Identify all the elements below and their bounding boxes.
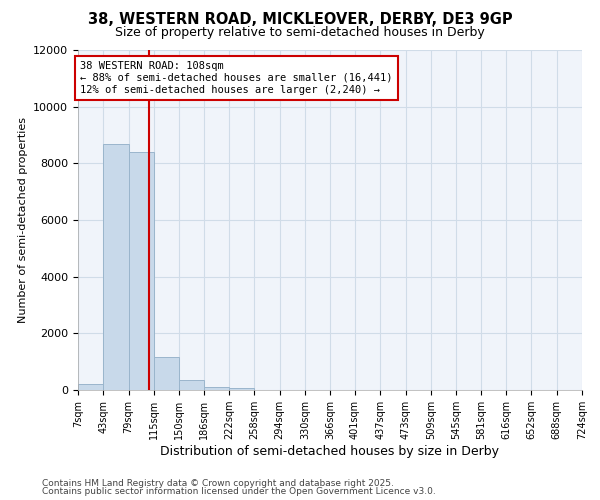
Bar xyxy=(103,144,128,390)
Text: 38 WESTERN ROAD: 108sqm
← 88% of semi-detached houses are smaller (16,441)
12% o: 38 WESTERN ROAD: 108sqm ← 88% of semi-de… xyxy=(80,62,392,94)
Bar xyxy=(179,380,204,390)
Bar xyxy=(229,388,254,390)
Bar xyxy=(128,152,154,390)
Text: Contains public sector information licensed under the Open Government Licence v3: Contains public sector information licen… xyxy=(42,487,436,496)
X-axis label: Distribution of semi-detached houses by size in Derby: Distribution of semi-detached houses by … xyxy=(161,445,499,458)
Text: Contains HM Land Registry data © Crown copyright and database right 2025.: Contains HM Land Registry data © Crown c… xyxy=(42,478,394,488)
Bar xyxy=(204,387,229,390)
Y-axis label: Number of semi-detached properties: Number of semi-detached properties xyxy=(17,117,28,323)
Text: Size of property relative to semi-detached houses in Derby: Size of property relative to semi-detach… xyxy=(115,26,485,39)
Text: 38, WESTERN ROAD, MICKLEOVER, DERBY, DE3 9GP: 38, WESTERN ROAD, MICKLEOVER, DERBY, DE3… xyxy=(88,12,512,28)
Bar xyxy=(154,358,179,390)
Bar xyxy=(78,384,103,390)
